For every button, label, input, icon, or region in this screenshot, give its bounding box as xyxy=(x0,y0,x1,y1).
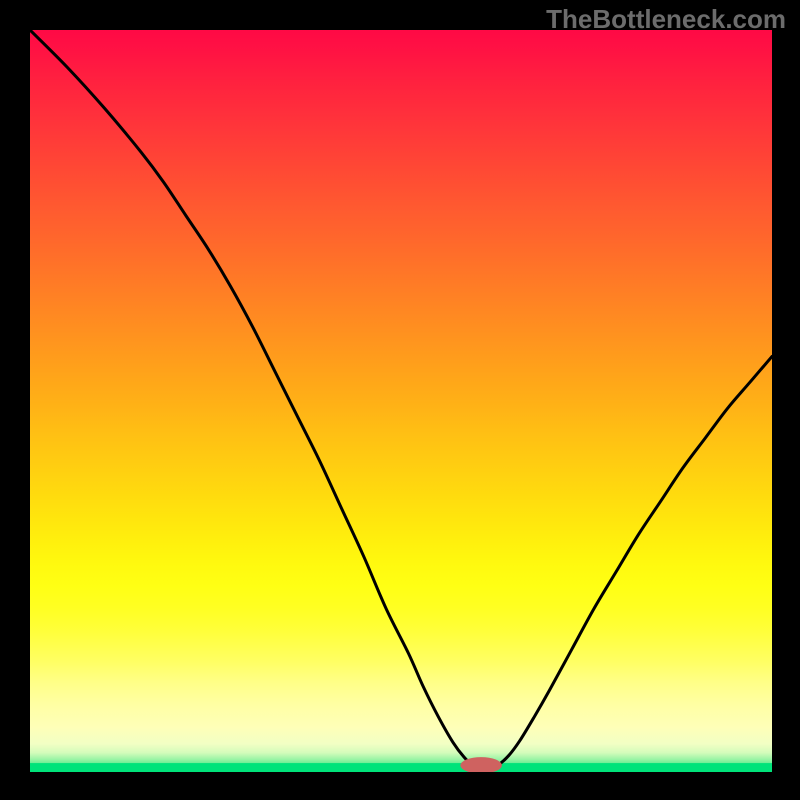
watermark-text: TheBottleneck.com xyxy=(546,4,786,35)
plot-svg xyxy=(30,30,772,772)
green-baseline xyxy=(30,763,772,772)
plot-area xyxy=(30,30,772,772)
gradient-background xyxy=(30,30,772,772)
